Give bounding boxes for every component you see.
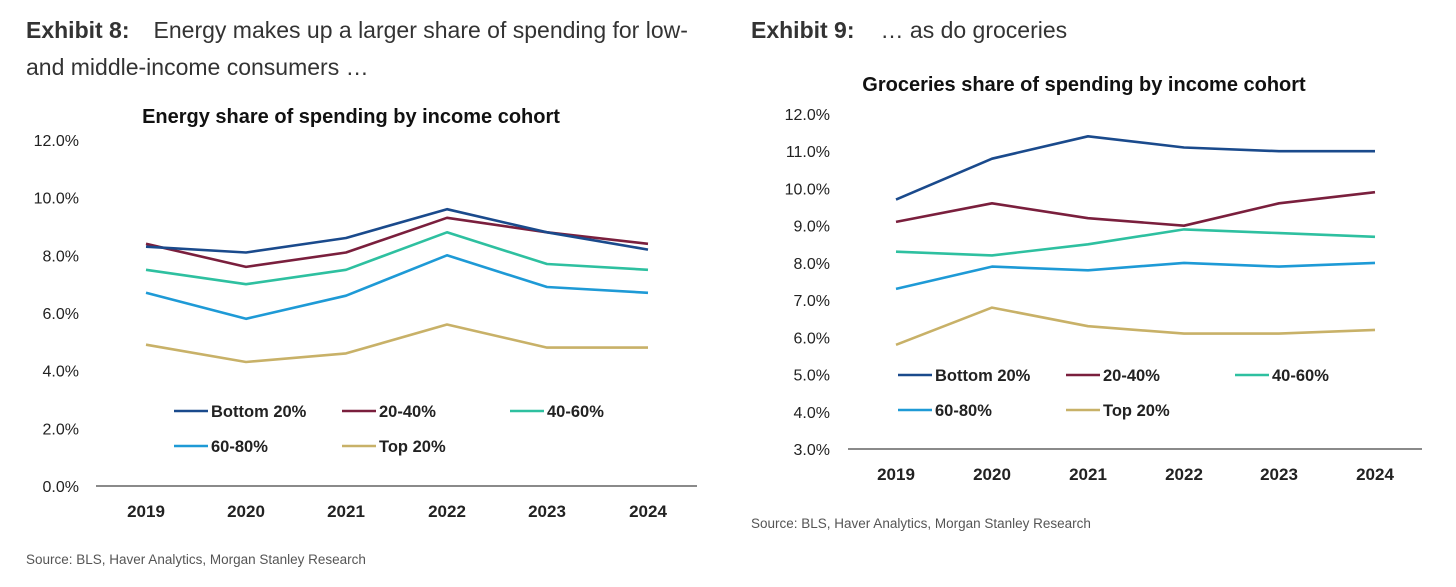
legend-label: Bottom 20%: [211, 403, 307, 421]
x-tick-label: 2020: [973, 465, 1011, 484]
y-tick-label: 2.0%: [43, 421, 79, 438]
exhibit-8-title: Energy makes up a larger share of spendi…: [26, 17, 688, 80]
series-line-40-60-: [895, 228, 1376, 257]
x-tick-label: 2019: [877, 465, 915, 484]
y-tick-label: 4.0%: [794, 405, 830, 422]
y-tick-label: 12.0%: [34, 133, 79, 150]
x-tick-label: 2022: [428, 502, 466, 521]
x-tick-label: 2024: [1356, 465, 1394, 484]
exhibit-8-source: Source: BLS, Haver Analytics, Morgan Sta…: [26, 552, 366, 567]
series-line-40-60-: [145, 231, 649, 286]
y-tick-label: 6.0%: [43, 306, 79, 323]
series-line-top-20-: [895, 306, 1376, 347]
x-tick-label: 2023: [528, 502, 566, 521]
y-tick-label: 4.0%: [43, 364, 79, 381]
y-tick-label: 3.0%: [794, 442, 830, 459]
legend-label: Bottom 20%: [935, 367, 1031, 385]
x-tick-label: 2019: [127, 502, 165, 521]
y-tick-label: 0.0%: [43, 479, 79, 496]
y-tick-label: 9.0%: [794, 219, 830, 236]
y-tick-label: 10.0%: [785, 181, 830, 198]
y-tick-label: 6.0%: [794, 330, 830, 347]
legend-label: Top 20%: [379, 438, 446, 456]
legend-label: 60-80%: [935, 402, 992, 420]
x-tick-label: 2021: [1069, 465, 1107, 484]
exhibit-9-title: … as do groceries: [880, 17, 1068, 43]
legend-label: 20-40%: [1103, 367, 1160, 385]
series-line-bottom-20-: [145, 207, 649, 254]
legend-label: Top 20%: [1103, 402, 1170, 420]
x-tick-label: 2022: [1165, 465, 1203, 484]
exhibit-9-label: Exhibit 9:: [751, 17, 855, 43]
series-line-60-80-: [145, 254, 649, 321]
chart-title: Energy share of spending by income cohor…: [142, 106, 560, 128]
legend-label: 60-80%: [211, 438, 268, 456]
y-tick-label: 10.0%: [34, 191, 79, 208]
x-tick-label: 2023: [1260, 465, 1298, 484]
y-tick-label: 8.0%: [794, 256, 830, 273]
y-tick-label: 8.0%: [43, 248, 79, 265]
legend-label: 40-60%: [1272, 367, 1329, 385]
chart-title: Groceries share of spending by income co…: [862, 74, 1306, 96]
series-line-20-40-: [895, 190, 1376, 227]
exhibit-8-label: Exhibit 8:: [26, 17, 130, 43]
y-tick-label: 11.0%: [786, 144, 830, 161]
x-tick-label: 2020: [227, 502, 265, 521]
series-line-top-20-: [145, 323, 648, 364]
series-line-60-80-: [895, 261, 1376, 291]
exhibit-9-header: Exhibit 9: … as do groceries: [751, 12, 1431, 49]
exhibit-9-source: Source: BLS, Haver Analytics, Morgan Sta…: [751, 516, 1091, 531]
legend-label: 20-40%: [379, 403, 436, 421]
x-tick-label: 2024: [629, 502, 667, 521]
y-tick-label: 12.0%: [785, 107, 830, 124]
x-tick-label: 2021: [327, 502, 365, 521]
y-tick-label: 5.0%: [794, 368, 830, 385]
exhibit-8-header: Exhibit 8: Energy makes up a larger share…: [26, 12, 696, 86]
legend-label: 40-60%: [547, 403, 604, 421]
series-line-bottom-20-: [895, 135, 1375, 201]
series-line-20-40-: [145, 216, 649, 269]
y-tick-label: 7.0%: [794, 293, 830, 310]
